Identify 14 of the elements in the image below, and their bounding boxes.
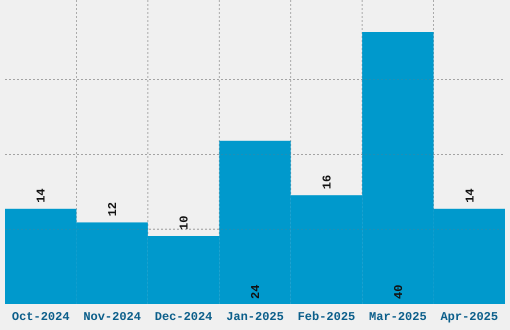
x-tick-label: Mar-2025 (369, 310, 427, 324)
data-label: 16 (320, 174, 334, 190)
x-tick-label: Apr-2025 (440, 310, 498, 324)
x-tick-label: Oct-2024 (12, 310, 70, 324)
data-label: 10 (178, 216, 192, 230)
data-label: 40 (392, 284, 406, 299)
data-label: 14 (463, 188, 478, 203)
x-tick-label: Jan-2025 (226, 310, 284, 324)
x-tick-label: Nov-2024 (83, 310, 141, 324)
x-tick-label: Feb-2025 (298, 310, 356, 324)
data-label: 12 (106, 202, 120, 216)
data-label: 14 (34, 188, 49, 203)
data-label: 24 (249, 284, 263, 299)
x-tick-label: Dec-2024 (154, 310, 212, 324)
